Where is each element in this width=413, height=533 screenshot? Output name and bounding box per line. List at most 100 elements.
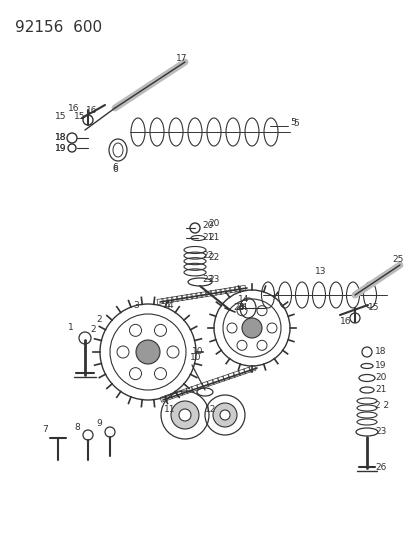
Bar — [157, 298, 163, 304]
Circle shape — [236, 341, 247, 350]
Text: 6: 6 — [112, 166, 117, 174]
Text: 25: 25 — [391, 255, 402, 264]
Text: 20: 20 — [207, 220, 219, 229]
Bar — [243, 367, 250, 374]
Text: 16: 16 — [339, 318, 351, 327]
Text: 5: 5 — [289, 117, 295, 126]
Bar — [200, 292, 207, 297]
Circle shape — [154, 325, 166, 336]
Text: 24: 24 — [233, 303, 244, 312]
Bar — [186, 386, 193, 393]
Text: 21: 21 — [207, 232, 219, 241]
Text: 23: 23 — [207, 276, 219, 285]
Text: 16: 16 — [68, 103, 79, 112]
Bar — [222, 374, 229, 381]
Text: 18: 18 — [374, 348, 386, 357]
Circle shape — [154, 368, 166, 379]
Circle shape — [171, 401, 199, 429]
Text: 22: 22 — [202, 251, 213, 260]
Circle shape — [256, 341, 266, 350]
Text: 21: 21 — [202, 232, 213, 241]
Text: 21: 21 — [374, 385, 385, 394]
Text: 19: 19 — [55, 143, 66, 152]
Text: 23: 23 — [374, 427, 385, 437]
Circle shape — [166, 346, 178, 358]
Bar — [180, 389, 188, 395]
Text: 9: 9 — [96, 419, 102, 429]
Circle shape — [178, 409, 190, 421]
Text: 12: 12 — [204, 406, 216, 415]
Text: 4: 4 — [168, 301, 173, 310]
Text: 8: 8 — [74, 424, 80, 432]
Bar — [217, 376, 224, 383]
Text: 15: 15 — [367, 303, 379, 312]
Text: 14: 14 — [237, 295, 249, 304]
Text: 13: 13 — [314, 268, 326, 277]
Bar — [175, 390, 183, 397]
Text: 2: 2 — [96, 316, 101, 325]
Text: 2: 2 — [90, 326, 95, 335]
Text: 3: 3 — [133, 301, 138, 310]
Text: 6: 6 — [112, 164, 117, 173]
Text: 2 2: 2 2 — [374, 401, 388, 410]
Bar — [190, 293, 197, 299]
Text: 5: 5 — [292, 118, 298, 127]
Bar — [212, 378, 219, 384]
Text: 19: 19 — [374, 361, 386, 370]
Bar — [248, 365, 256, 372]
Text: 17: 17 — [176, 53, 187, 62]
Text: 7: 7 — [42, 425, 47, 434]
Bar — [166, 297, 173, 303]
Text: 92156  600: 92156 600 — [15, 20, 102, 35]
Circle shape — [266, 323, 276, 333]
Text: 4: 4 — [165, 301, 170, 310]
Text: 10: 10 — [192, 348, 203, 357]
Text: 18: 18 — [55, 133, 66, 141]
Circle shape — [256, 306, 266, 316]
Bar — [170, 392, 177, 399]
Text: 16: 16 — [86, 106, 97, 115]
Circle shape — [129, 368, 141, 379]
Bar — [161, 298, 168, 304]
Text: 19: 19 — [55, 143, 66, 152]
Text: 1: 1 — [68, 324, 74, 333]
Bar — [227, 373, 235, 379]
Bar — [171, 296, 178, 302]
Circle shape — [242, 318, 261, 338]
Bar — [229, 287, 236, 293]
Bar — [176, 295, 183, 301]
Bar — [238, 369, 245, 376]
Bar — [196, 383, 203, 390]
Circle shape — [219, 410, 230, 420]
Circle shape — [236, 306, 247, 316]
Bar — [214, 289, 221, 295]
Text: 20: 20 — [374, 374, 385, 383]
Bar — [239, 285, 245, 291]
Text: 10: 10 — [190, 353, 201, 362]
Bar — [224, 288, 231, 294]
Bar — [191, 385, 198, 392]
Circle shape — [129, 325, 141, 336]
Text: 24: 24 — [235, 303, 247, 312]
Bar — [234, 286, 240, 292]
Bar — [195, 292, 202, 298]
Bar — [233, 370, 240, 377]
Text: 26: 26 — [374, 464, 385, 472]
Circle shape — [117, 346, 129, 358]
Text: 11: 11 — [164, 406, 175, 415]
Text: 15: 15 — [55, 111, 66, 120]
Bar — [185, 294, 192, 300]
Bar — [159, 395, 167, 402]
Bar — [181, 295, 188, 301]
Bar — [201, 381, 209, 388]
Circle shape — [212, 403, 236, 427]
Circle shape — [136, 340, 159, 364]
Bar — [165, 394, 172, 400]
Text: 23: 23 — [202, 276, 213, 285]
Bar — [205, 291, 211, 297]
Text: 15: 15 — [74, 111, 85, 120]
Text: 20: 20 — [202, 222, 213, 230]
Text: 22: 22 — [207, 254, 219, 262]
Bar — [219, 288, 226, 294]
Bar — [210, 290, 216, 296]
